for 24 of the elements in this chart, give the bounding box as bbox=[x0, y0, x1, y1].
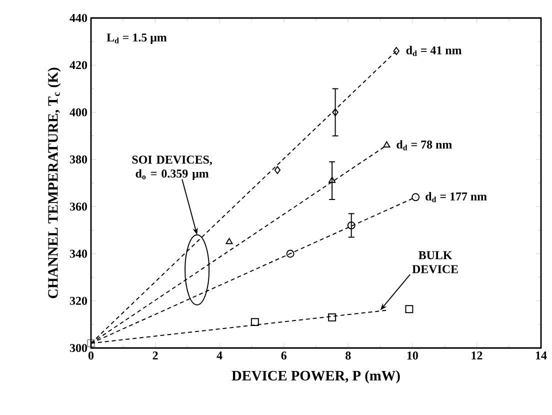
y-axis-title: CHANNEL TEMPERATURE, T$_{c}$ (K) bbox=[48, 68, 61, 298]
y-tick-label: 360 bbox=[70, 202, 88, 211]
x-tick-label: 10 bbox=[407, 352, 418, 360]
y-tick-label: 320 bbox=[70, 296, 88, 305]
x-tick-label: 12 bbox=[472, 352, 482, 360]
x-tick-label: 14 bbox=[536, 352, 547, 360]
x-tick-label: 2 bbox=[152, 352, 158, 360]
x-axis-title: DEVICE POWER, P (mW) bbox=[232, 370, 400, 384]
annotation: BULK DEVICE bbox=[412, 251, 458, 274]
x-tick-label: 8 bbox=[346, 352, 351, 360]
series-label: d$_{d}$ = 41 nm bbox=[406, 46, 462, 56]
x-tick-label: 4 bbox=[216, 352, 222, 360]
series-label: d$_{d}$ = 78 nm bbox=[396, 140, 452, 150]
series-label: d$_{d}$ = 177 nm bbox=[426, 192, 487, 202]
y-tick-label: 300 bbox=[70, 344, 88, 352]
annotation: L$_{d}$ = 1.5 μm bbox=[106, 34, 167, 44]
y-tick-label: 340 bbox=[70, 250, 88, 258]
y-tick-label: 400 bbox=[70, 108, 88, 116]
x-tick-label: 0 bbox=[88, 352, 94, 360]
annotation: SOI DEVICES, d$_{o}$ = 0.359 μm bbox=[132, 156, 212, 180]
y-tick-label: 420 bbox=[70, 61, 88, 70]
y-tick-label: 440 bbox=[70, 14, 88, 22]
x-tick-label: 6 bbox=[281, 352, 286, 360]
y-tick-label: 380 bbox=[70, 155, 88, 164]
